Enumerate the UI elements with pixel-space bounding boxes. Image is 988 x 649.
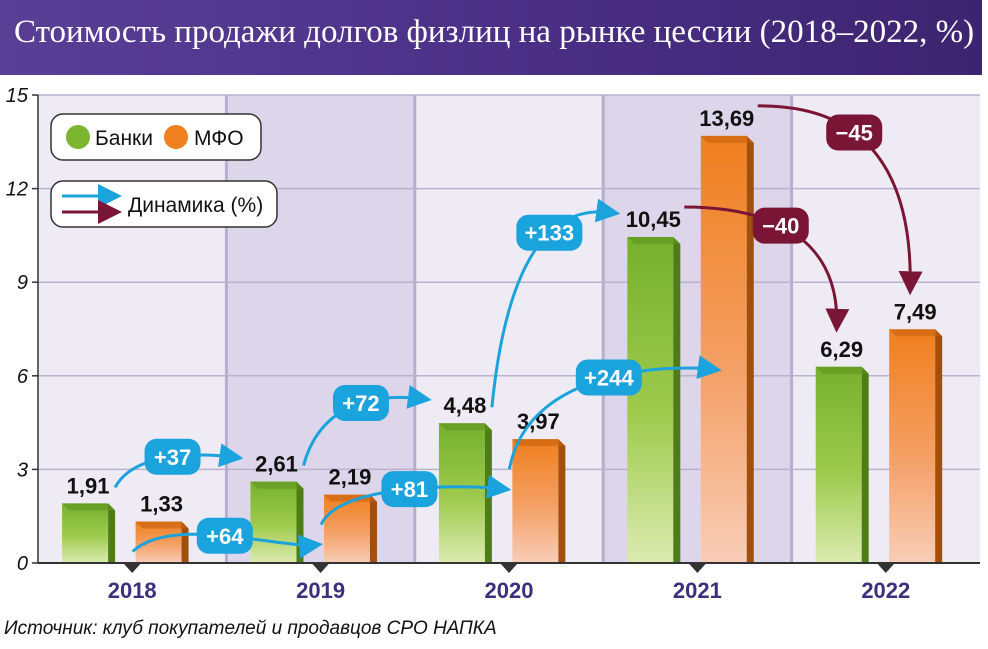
source-note: Источник: клуб покупателей и продавцов С…	[4, 618, 497, 639]
x-tick-label: 2021	[673, 578, 722, 603]
x-tick-mark	[500, 563, 518, 573]
bar-top	[627, 236, 681, 244]
dynamics-badge-label: −45	[836, 121, 873, 146]
mfo-legend-label: МФО	[194, 127, 244, 150]
mfo-value-label: 7,49	[894, 299, 937, 324]
bar-top	[62, 503, 116, 511]
title-bar: Стоимость продажи долгов физлиц на рынке…	[0, 0, 982, 75]
dynamics-badge-label: +64	[206, 524, 244, 549]
dynamics-badge	[332, 385, 389, 422]
y-tick-label: 0	[17, 553, 28, 575]
x-tick-mark	[123, 563, 142, 573]
bar-side	[369, 494, 377, 563]
dynamics-badge-label: +37	[154, 445, 191, 470]
bar-side	[746, 135, 754, 563]
bar-chart: 0 3 6 9 12 15 2018 2019 2020 2021 2022 1,91 2,61 4,…	[6, 85, 980, 603]
legend: Банки МФО Динамика (%)	[50, 113, 278, 228]
bar-top	[438, 423, 492, 431]
plot-panel-2018	[38, 95, 227, 563]
banks-bar-2018	[62, 503, 109, 563]
x-tick-label: 2022	[861, 578, 910, 603]
mfo-value-label: 1,33	[140, 492, 183, 517]
mfo-legend-marker	[164, 125, 188, 149]
banks-bar-2019	[250, 481, 297, 563]
bar-side	[935, 329, 943, 563]
bar-top	[512, 439, 566, 447]
dynamics-badge	[516, 214, 583, 251]
bar-side	[558, 439, 566, 563]
mfo-bar-2019	[323, 494, 370, 563]
dynamics-badge	[575, 359, 642, 396]
dynamics-badge	[144, 438, 201, 475]
mfo-bar-2021	[700, 135, 747, 563]
dynamics-badge-label: −40	[762, 214, 799, 239]
y-tick-label: 9	[17, 272, 28, 294]
bar-side	[108, 503, 116, 563]
bar-side	[673, 236, 681, 563]
dynamics-badge-label: +81	[391, 477, 428, 502]
x-tick-mark	[876, 563, 895, 573]
dynamics-badge-label: +244	[584, 366, 634, 391]
x-tick-label: 2020	[485, 578, 534, 603]
banks-bar-2022	[815, 366, 862, 563]
x-tick-mark	[311, 563, 330, 573]
dynamics-badge-label: +72	[342, 391, 379, 416]
bar-side	[181, 521, 189, 563]
dynamics-badge-label: +133	[525, 221, 575, 246]
bar-top	[135, 521, 189, 529]
banks-value-label: 10,45	[626, 207, 681, 232]
bar-top	[700, 135, 754, 143]
legend-series-box	[50, 113, 262, 161]
bar-top	[250, 481, 304, 489]
y-tick-label: 3	[17, 459, 28, 481]
y-tick-label: 12	[6, 179, 28, 201]
x-tick-label: 2018	[108, 578, 157, 603]
mfo-value-label: 2,19	[329, 465, 372, 490]
dynamics-legend-label: Динамика (%)	[128, 194, 263, 217]
bar-side	[484, 423, 492, 563]
dynamics-badge	[196, 517, 253, 554]
banks-value-label: 2,61	[255, 452, 298, 477]
banks-bar-2021	[627, 236, 674, 563]
x-tick-mark	[688, 563, 707, 573]
banks-value-label: 1,91	[67, 473, 110, 498]
bar-top	[889, 329, 943, 337]
dynamics-badge	[826, 114, 883, 151]
bar-top	[815, 366, 869, 374]
banks-value-label: 6,29	[820, 337, 863, 362]
x-tick-label: 2019	[296, 578, 345, 603]
mfo-bar-2022	[889, 329, 936, 563]
banks-bar-2020	[438, 423, 485, 563]
y-tick-label: 15	[6, 85, 29, 107]
banks-legend-label: Банки	[95, 127, 153, 150]
y-tick-label: 6	[17, 366, 29, 388]
bar-side	[861, 366, 869, 563]
dynamics-badge	[752, 207, 809, 244]
banks-value-label: 4,48	[443, 393, 486, 418]
dynamics-badge	[381, 471, 438, 508]
mfo-bar-2020	[512, 439, 559, 563]
banks-legend-marker	[66, 125, 90, 149]
mfo-value-label: 13,69	[699, 106, 754, 131]
chart-title: Стоимость продажи долгов физлиц на рынке…	[14, 14, 975, 50]
bar-side	[296, 481, 304, 563]
